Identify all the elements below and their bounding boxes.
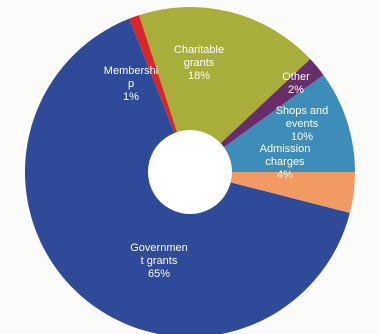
label-membership: Membershi p 1%	[104, 65, 158, 103]
label-other: Other 2%	[282, 71, 310, 96]
label-line: Admission	[260, 143, 311, 155]
label-line: Membershi	[104, 65, 158, 77]
label-line: events	[286, 118, 319, 130]
label-admission-charges: Admission charges 4%	[260, 143, 311, 181]
slice-charitable-grants	[139, 6, 311, 172]
slice-other	[190, 59, 324, 172]
label-line: 65%	[148, 268, 170, 280]
label-line: Charitable	[174, 44, 224, 56]
label-line: Other	[282, 71, 310, 83]
label-line: charges	[265, 156, 305, 168]
label-line: grants	[184, 57, 215, 69]
label-line: 1%	[123, 91, 139, 103]
label-government-grants: Governmen t grants 65%	[130, 242, 187, 280]
label-line: 18%	[188, 70, 210, 82]
label-line: Shops and	[276, 105, 329, 117]
label-shops-and-events: Shops and events 10%	[276, 105, 329, 143]
label-line: t grants	[141, 255, 178, 267]
label-line: 2%	[288, 84, 304, 96]
donut-hole	[148, 130, 232, 214]
slice-admission-charges	[190, 172, 355, 214]
label-line: p	[128, 78, 134, 90]
label-line: 10%	[291, 131, 313, 143]
label-line: Governmen	[130, 242, 187, 254]
label-line: 4%	[277, 169, 293, 181]
slice-shops-and-events	[190, 75, 355, 172]
labels-group: Governmen t grants 65% Membershi p 1% Charitab…	[104, 44, 329, 280]
slice-membership	[129, 15, 190, 173]
label-charitable-grants: Charitable grants 18%	[174, 44, 224, 82]
